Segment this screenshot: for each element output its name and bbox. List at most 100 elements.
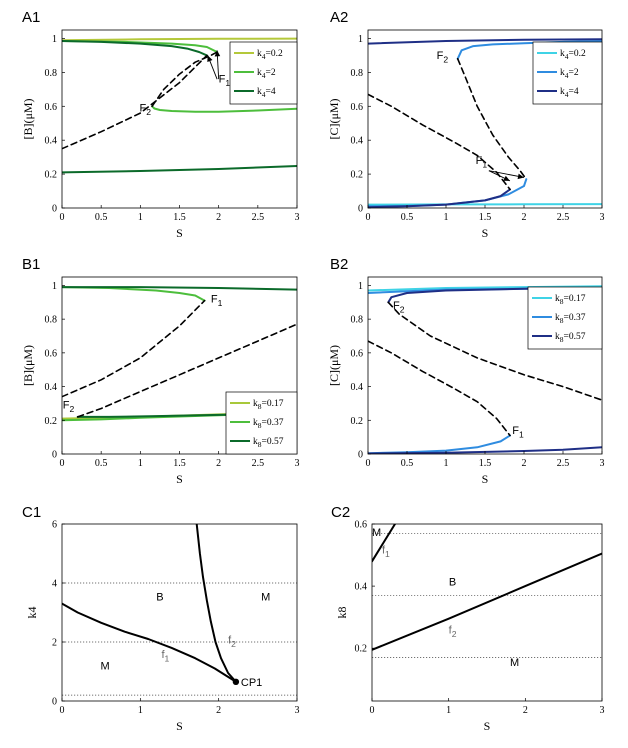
- x-tick-label: 2: [216, 212, 221, 223]
- region-label: B: [449, 576, 456, 588]
- legend: k4=0.2 k4=2 k4=4: [229, 41, 298, 105]
- x-tick-label: 2.5: [557, 458, 570, 469]
- legend-value: =4: [266, 87, 276, 97]
- curve-label: f2: [449, 624, 457, 639]
- curve-label: f2: [228, 634, 236, 649]
- x-axis-label: S: [482, 472, 489, 486]
- bifurcation-label-base: F: [476, 155, 483, 167]
- series-line-stable: [195, 524, 237, 683]
- x-tick-label: 2.5: [252, 212, 265, 223]
- x-tick-label: 0.5: [95, 458, 108, 469]
- legend-entry: k8=0.57: [253, 437, 284, 449]
- x-tick-label: 1.5: [173, 212, 186, 223]
- region-label: M: [100, 661, 109, 673]
- x-tick-label: 0: [60, 705, 65, 716]
- x-tick-label: 1: [138, 705, 143, 716]
- y-tick-label: 0: [52, 204, 57, 215]
- x-axis-label: S: [176, 472, 183, 486]
- bifurcation-label-base: F: [437, 50, 444, 62]
- curve-label-sub: 1: [385, 549, 390, 559]
- y-tick-label: 0.8: [351, 68, 364, 79]
- y-tick-label: 2: [52, 638, 57, 649]
- x-tick-label: 2: [216, 705, 221, 716]
- series-line-unstable: [456, 58, 528, 180]
- x-tick-label: 3: [295, 458, 300, 469]
- series-line-stable: [368, 434, 511, 454]
- legend-sub: 4: [565, 90, 569, 99]
- cusp-point-label: CP1: [241, 677, 262, 689]
- annotation-arrow-head: [503, 175, 510, 181]
- legend-param: k: [257, 87, 262, 97]
- legend-entry: k4=0.2: [257, 49, 283, 61]
- y-tick-label: 1: [52, 281, 57, 292]
- region-label: M: [372, 527, 381, 539]
- y-tick-label: 0.4: [355, 582, 368, 593]
- x-tick-label: 0: [366, 458, 371, 469]
- y-tick-label: 0.2: [45, 170, 58, 181]
- bifurcation-label-sub: 2: [443, 54, 448, 64]
- legend: k4=0.2k4=2k4=4: [532, 41, 603, 105]
- x-tick-label: 2: [216, 458, 221, 469]
- series-line-unstable: [76, 323, 297, 418]
- bifurcation-label-sub: 2: [70, 404, 75, 414]
- curve-label-base: f: [382, 545, 386, 557]
- y-tick-label: 0.2: [355, 644, 368, 655]
- legend-param: k: [253, 418, 258, 428]
- series-line-stable: [62, 286, 297, 291]
- legend-value: =4: [569, 87, 579, 97]
- x-tick-label: 1: [444, 212, 449, 223]
- legend-param: k: [560, 68, 565, 78]
- series-line-stable: [368, 178, 528, 208]
- legend-param: k: [560, 49, 565, 59]
- legend-entry: k4=2: [560, 68, 579, 80]
- legend-param: k: [560, 87, 565, 97]
- bifurcation-label: F2: [140, 102, 152, 117]
- legend-value: =0.37: [564, 313, 586, 323]
- legend-param: k: [555, 294, 560, 304]
- panel-label: B2: [330, 256, 348, 273]
- series-line-stable: [62, 37, 297, 42]
- plot-area: [62, 37, 297, 174]
- axes-frame: [61, 523, 298, 702]
- panel-b1: B10 0.5 1 1.5 2 2.5 300.20.40.60.81S[B](μM)k8=…: [21, 256, 300, 486]
- legend-value: =0.17: [564, 294, 586, 304]
- x-tick-label: 1.5: [479, 458, 492, 469]
- legend-entry: k8=0.37: [555, 313, 586, 325]
- x-tick-label: 0: [60, 212, 65, 223]
- x-tick-label: 0: [60, 458, 65, 469]
- bifurcation-label-sub: 1: [218, 298, 223, 308]
- x-tick-label: 0: [370, 705, 375, 716]
- curve-label-sub: 2: [231, 639, 236, 649]
- series-line-stable: [62, 40, 208, 57]
- legend-entry: k4=4: [257, 87, 276, 99]
- region-label: M: [510, 657, 519, 669]
- x-tick-label: 1: [446, 705, 451, 716]
- legend-sub: 8: [560, 335, 564, 344]
- axes-frame: [371, 523, 603, 702]
- legend-value: =0.17: [262, 399, 284, 409]
- y-tick-label: 0.4: [351, 136, 364, 147]
- legend-sub: 8: [258, 421, 262, 430]
- legend-entry: k8=0.17: [555, 294, 586, 306]
- panel-b2: B20 0.5 1 1.5 2 2.5 300.20.40.60.81S[C](μM)k8=…: [327, 256, 605, 486]
- x-tick-label: 0.5: [95, 212, 108, 223]
- series-line-unstable: [151, 51, 218, 108]
- bifurcation-label-base: F: [211, 293, 218, 305]
- legend-entry: k4=2: [257, 68, 276, 80]
- legend-value: =2: [569, 68, 579, 78]
- bifurcation-label: F1: [512, 425, 524, 440]
- legend-sub: 8: [560, 316, 564, 325]
- x-tick-label: 2: [522, 458, 527, 469]
- series-line-stable: [372, 524, 396, 563]
- x-tick-label: 1: [138, 458, 143, 469]
- x-tick-label: 3: [295, 212, 300, 223]
- y-tick-label: 6: [52, 520, 57, 531]
- legend-value: =0.37: [262, 418, 284, 428]
- bifurcation-label-sub: 1: [482, 159, 487, 169]
- curve-label: f1: [161, 649, 169, 664]
- series-line-stable: [368, 188, 511, 208]
- plot-area: [372, 524, 602, 658]
- x-tick-label: 0.5: [401, 212, 414, 223]
- legend-param: k: [555, 332, 560, 342]
